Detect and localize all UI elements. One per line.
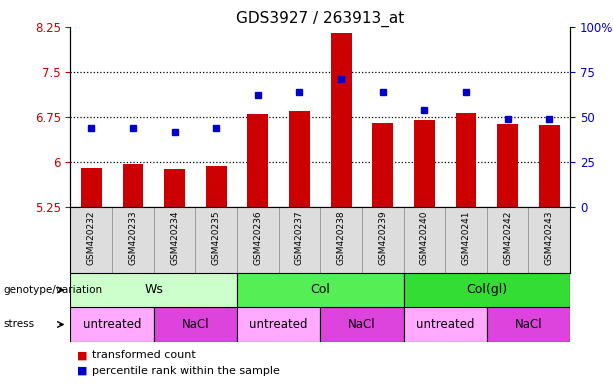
Text: GSM420239: GSM420239: [378, 210, 387, 265]
Text: GSM420236: GSM420236: [253, 210, 262, 265]
Text: GSM420241: GSM420241: [462, 210, 471, 265]
Title: GDS3927 / 263913_at: GDS3927 / 263913_at: [236, 11, 405, 27]
Bar: [497, 124, 518, 207]
Bar: [70, 307, 154, 342]
Bar: [414, 120, 435, 207]
Text: Ws: Ws: [144, 283, 163, 296]
Bar: [403, 273, 570, 307]
Bar: [487, 307, 570, 342]
Bar: [81, 168, 102, 207]
Text: GSM420242: GSM420242: [503, 210, 512, 265]
Text: untreated: untreated: [249, 318, 308, 331]
Bar: [164, 169, 185, 207]
Text: Col: Col: [310, 283, 330, 296]
Text: percentile rank within the sample: percentile rank within the sample: [92, 366, 280, 376]
Text: stress: stress: [3, 319, 34, 329]
Bar: [289, 111, 310, 207]
Text: GSM420235: GSM420235: [211, 210, 221, 265]
Text: GSM420232: GSM420232: [87, 210, 96, 265]
Bar: [330, 33, 351, 207]
Bar: [123, 164, 143, 207]
Text: NaCl: NaCl: [515, 318, 543, 331]
Text: transformed count: transformed count: [92, 350, 196, 360]
Text: untreated: untreated: [416, 318, 474, 331]
Bar: [70, 273, 237, 307]
Bar: [206, 166, 227, 207]
Bar: [455, 113, 476, 207]
Text: ■: ■: [77, 350, 91, 360]
Text: ■: ■: [77, 366, 91, 376]
Text: GSM420237: GSM420237: [295, 210, 304, 265]
Text: GSM420233: GSM420233: [129, 210, 137, 265]
Text: untreated: untreated: [83, 318, 142, 331]
Bar: [237, 273, 403, 307]
Text: Col(gl): Col(gl): [466, 283, 508, 296]
Bar: [248, 114, 268, 207]
Bar: [237, 307, 320, 342]
Bar: [403, 307, 487, 342]
Bar: [539, 125, 560, 207]
Text: NaCl: NaCl: [348, 318, 376, 331]
Bar: [154, 307, 237, 342]
Text: genotype/variation: genotype/variation: [3, 285, 102, 295]
Text: GSM420234: GSM420234: [170, 210, 179, 265]
Bar: [320, 307, 403, 342]
Text: GSM420240: GSM420240: [420, 210, 429, 265]
Text: GSM420238: GSM420238: [337, 210, 346, 265]
Text: GSM420243: GSM420243: [545, 210, 554, 265]
Text: NaCl: NaCl: [181, 318, 209, 331]
Bar: [372, 123, 393, 207]
